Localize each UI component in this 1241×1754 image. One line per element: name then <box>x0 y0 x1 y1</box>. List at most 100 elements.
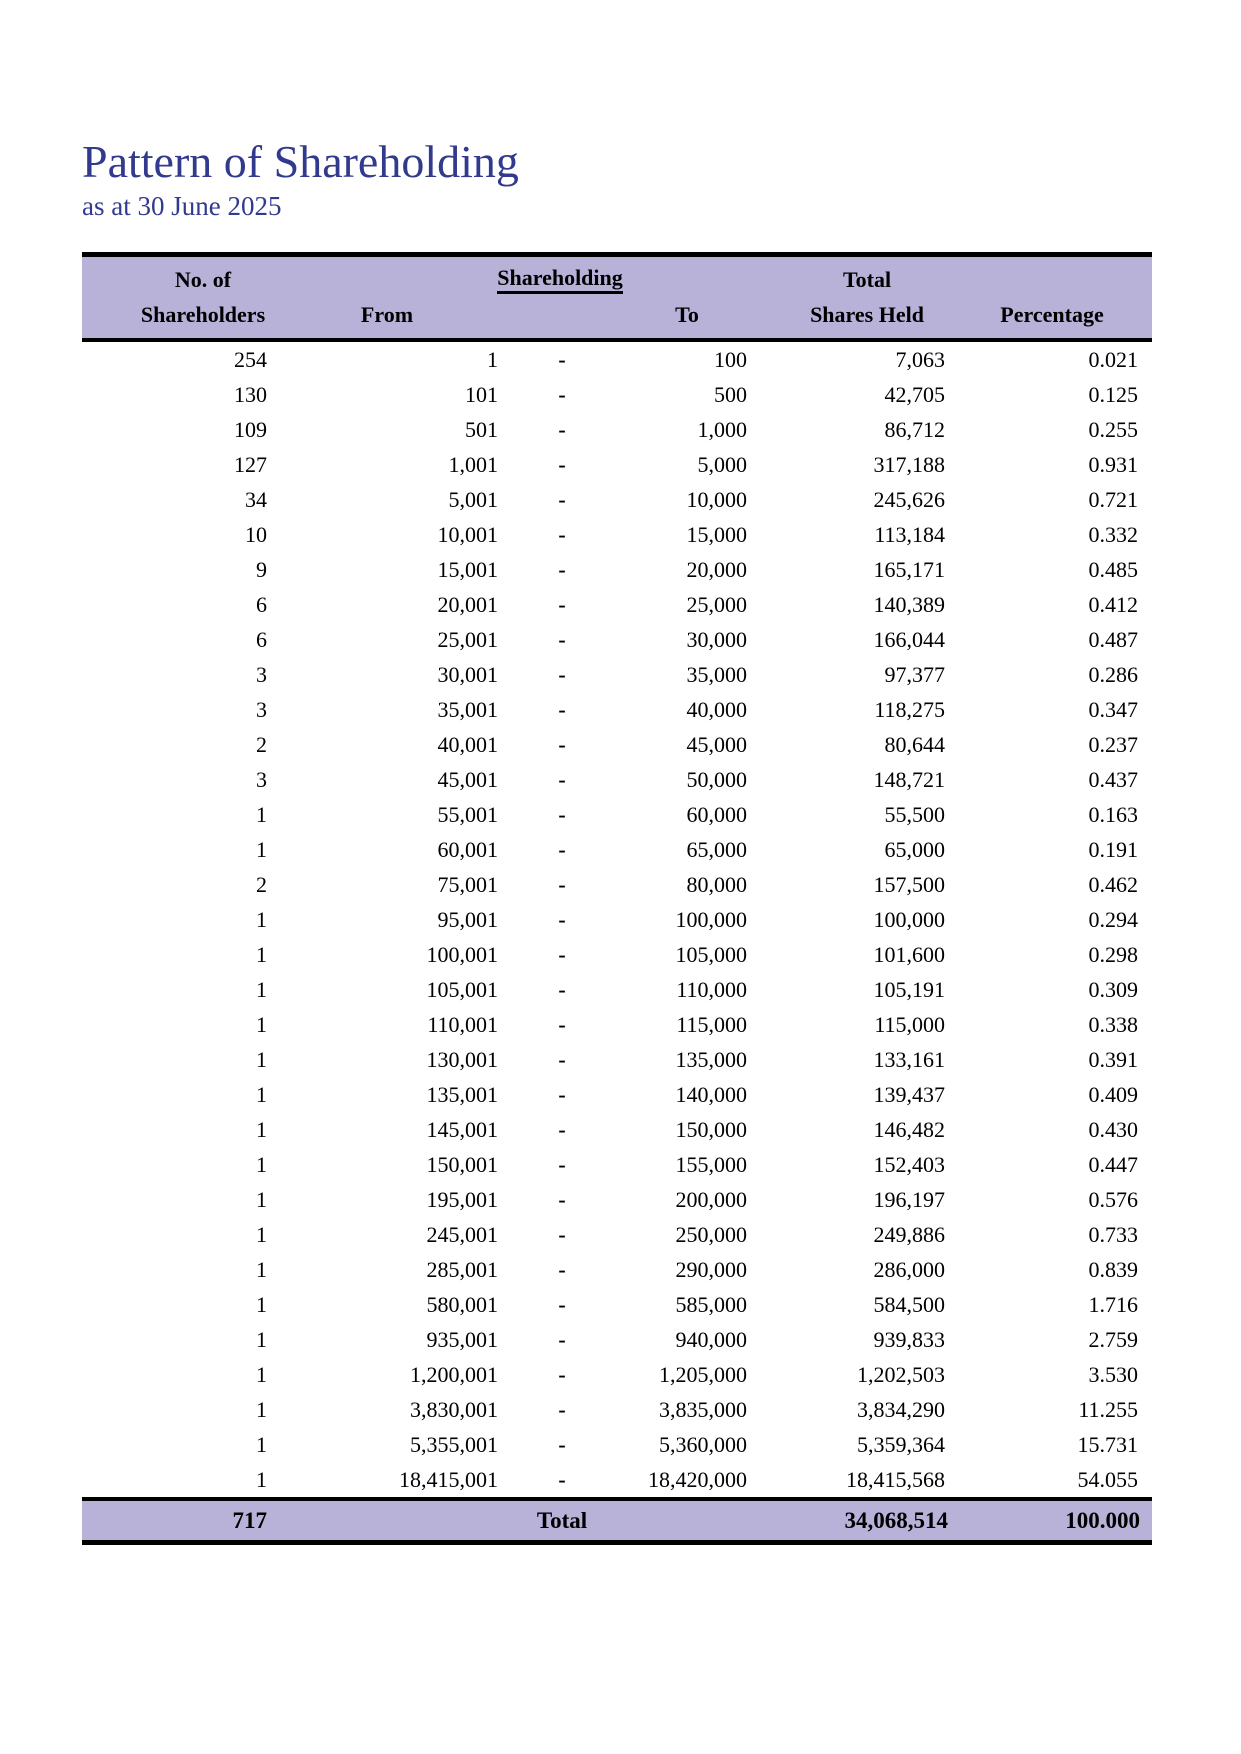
table-row: 1 95,001 - 100,000 100,000 0.294 <box>82 902 1152 937</box>
to-cell: 45,000 <box>686 731 748 757</box>
from-cell: 5,355,001 <box>410 1431 498 1457</box>
table-row: 10 10,001 - 15,000 113,184 0.332 <box>82 517 1152 552</box>
shares-held-cell: 105,191 <box>873 976 946 1002</box>
shareholders-cell: 34 <box>245 486 267 512</box>
total-row: 717 Total 34,068,514 100.000 <box>82 1497 1153 1543</box>
total-label: Total <box>272 1497 753 1543</box>
shareholders-cell: 130 <box>234 381 267 407</box>
to-cell: 250,000 <box>675 1221 748 1247</box>
to-cell: 10,000 <box>686 486 748 512</box>
from-cell: 10,001 <box>437 521 499 547</box>
range-dash-cell: - <box>558 1291 566 1317</box>
shares-held-cell: 286,000 <box>873 1256 946 1282</box>
shareholders-cell: 1 <box>256 1046 267 1072</box>
shareholders-cell: 1 <box>256 801 267 827</box>
from-cell: 20,001 <box>437 591 499 617</box>
table-row: 6 20,001 - 25,000 140,389 0.412 <box>82 587 1152 622</box>
shares-held-cell: 7,063 <box>895 346 946 372</box>
range-dash-cell: - <box>558 801 566 827</box>
shareholders-cell: 1 <box>256 1116 267 1142</box>
range-dash-cell: - <box>558 1186 566 1212</box>
shareholders-cell: 1 <box>256 1431 267 1457</box>
shareholders-cell: 1 <box>256 1291 267 1317</box>
from-cell: 35,001 <box>437 696 499 722</box>
from-cell: 60,001 <box>437 836 499 862</box>
table-row: 127 1,001 - 5,000 317,188 0.931 <box>82 447 1152 482</box>
percentage-cell: 0.576 <box>1088 1186 1139 1212</box>
table-row: 1 195,001 - 200,000 196,197 0.576 <box>82 1182 1152 1217</box>
to-cell: 150,000 <box>675 1116 748 1142</box>
table-row: 1 3,830,001 - 3,835,000 3,834,290 11.255 <box>82 1392 1152 1427</box>
shareholders-cell: 1 <box>256 1256 267 1282</box>
table-row: 1 135,001 - 140,000 139,437 0.409 <box>82 1077 1152 1112</box>
shareholders-cell: 2 <box>256 731 267 757</box>
table-row: 1 935,001 - 940,000 939,833 2.759 <box>82 1322 1152 1357</box>
range-dash-cell: - <box>558 1011 566 1037</box>
table-row: 1 130,001 - 135,000 133,161 0.391 <box>82 1042 1152 1077</box>
shares-held-cell: 65,000 <box>884 836 946 862</box>
header-no-of: No. of <box>82 254 272 299</box>
header-shareholding-group: Shareholding <box>272 254 753 299</box>
percentage-cell: 0.447 <box>1088 1151 1139 1177</box>
range-dash-cell: - <box>558 521 566 547</box>
from-cell: 25,001 <box>437 626 499 652</box>
range-dash-cell: - <box>558 871 566 897</box>
shareholders-cell: 1 <box>256 1186 267 1212</box>
shareholders-cell: 2 <box>256 871 267 897</box>
table-row: 2 40,001 - 45,000 80,644 0.237 <box>82 727 1152 762</box>
from-cell: 18,415,001 <box>399 1466 498 1492</box>
table-row: 1 60,001 - 65,000 65,000 0.191 <box>82 832 1152 867</box>
shares-held-cell: 3,834,290 <box>857 1396 946 1422</box>
range-dash-cell: - <box>558 591 566 617</box>
shares-held-cell: 584,500 <box>873 1291 946 1317</box>
range-dash-cell: - <box>558 451 566 477</box>
to-cell: 155,000 <box>675 1151 748 1177</box>
percentage-cell: 0.721 <box>1088 486 1139 512</box>
table-footer: 717 Total 34,068,514 100.000 <box>82 1497 1153 1543</box>
from-cell: 40,001 <box>437 731 499 757</box>
to-cell: 1,205,000 <box>659 1361 748 1387</box>
to-cell: 100 <box>714 346 748 372</box>
table-row: 254 1 - 100 7,063 0.021 <box>82 340 1152 377</box>
shareholders-cell: 3 <box>256 661 267 687</box>
shares-held-cell: 148,721 <box>873 766 946 792</box>
from-cell: 1,200,001 <box>410 1361 498 1387</box>
shares-held-cell: 165,171 <box>873 556 946 582</box>
header-to: To <box>622 298 753 342</box>
shareholding-table: No. of Shareholding Total Shareholders F… <box>82 251 1153 1545</box>
percentage-cell: 0.487 <box>1088 626 1139 652</box>
from-cell: 5,001 <box>448 486 499 512</box>
shares-held-cell: 133,161 <box>873 1046 946 1072</box>
range-dash-cell: - <box>558 661 566 687</box>
percentage-cell: 0.125 <box>1088 381 1139 407</box>
from-cell: 135,001 <box>426 1081 499 1107</box>
range-dash-cell: - <box>558 1151 566 1177</box>
to-cell: 200,000 <box>675 1186 748 1212</box>
from-cell: 245,001 <box>426 1221 499 1247</box>
shares-held-cell: 139,437 <box>873 1081 946 1107</box>
to-cell: 50,000 <box>686 766 748 792</box>
from-cell: 285,001 <box>426 1256 499 1282</box>
range-dash-cell: - <box>558 1116 566 1142</box>
from-cell: 150,001 <box>426 1151 499 1177</box>
range-dash-cell: - <box>558 976 566 1002</box>
shareholders-cell: 1 <box>256 1361 267 1387</box>
table-row: 3 45,001 - 50,000 148,721 0.437 <box>82 762 1152 797</box>
to-cell: 500 <box>714 381 748 407</box>
range-dash-cell: - <box>558 1431 566 1457</box>
percentage-cell: 0.286 <box>1088 661 1139 687</box>
percentage-cell: 2.759 <box>1088 1326 1139 1352</box>
from-cell: 1 <box>487 346 498 372</box>
shares-held-cell: 80,644 <box>884 731 946 757</box>
to-cell: 3,835,000 <box>659 1396 748 1422</box>
range-dash-cell: - <box>558 1396 566 1422</box>
range-dash-cell: - <box>558 1046 566 1072</box>
percentage-cell: 0.163 <box>1088 801 1139 827</box>
shares-held-cell: 196,197 <box>873 1186 946 1212</box>
range-dash-cell: - <box>558 1466 566 1492</box>
percentage-cell: 0.309 <box>1088 976 1139 1002</box>
percentage-cell: 1.716 <box>1088 1291 1139 1317</box>
to-cell: 15,000 <box>686 521 748 547</box>
to-cell: 110,000 <box>676 976 748 1002</box>
